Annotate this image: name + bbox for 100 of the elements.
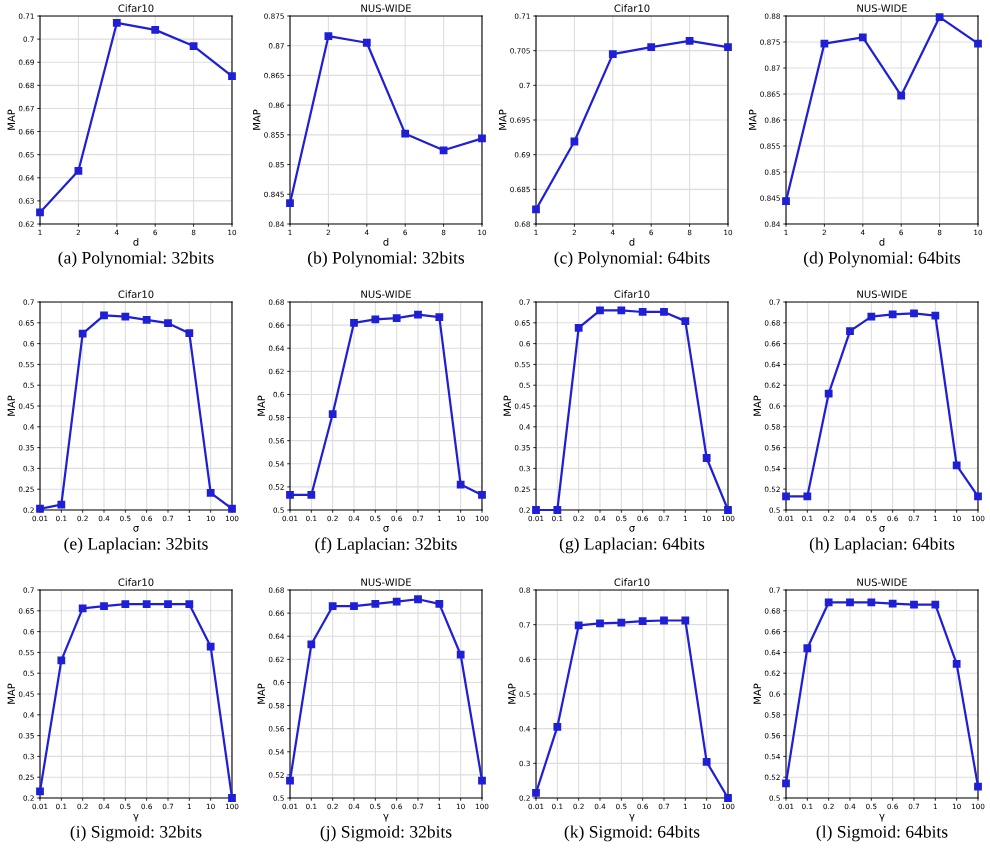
point xyxy=(952,659,961,668)
point xyxy=(142,316,151,324)
point xyxy=(782,492,790,501)
point xyxy=(824,389,833,398)
text: (k) Sigmoid: 64bits xyxy=(564,825,700,842)
point xyxy=(782,779,790,788)
point xyxy=(574,621,583,630)
point xyxy=(362,38,371,47)
text: (i) Sigmoid: 32bits xyxy=(70,825,202,842)
point xyxy=(456,480,465,489)
point xyxy=(112,19,121,27)
point xyxy=(100,311,108,320)
point xyxy=(478,776,486,785)
point xyxy=(897,91,906,100)
point xyxy=(846,598,854,607)
point xyxy=(401,129,410,138)
point xyxy=(121,312,130,321)
point xyxy=(78,329,87,338)
point xyxy=(681,317,690,326)
text: (e) Laplacian: 32bits xyxy=(64,537,208,554)
point xyxy=(185,329,194,338)
point xyxy=(596,619,604,628)
point xyxy=(121,600,130,609)
point xyxy=(142,600,151,609)
point xyxy=(617,306,626,315)
point xyxy=(617,618,626,627)
point xyxy=(414,595,422,604)
point xyxy=(371,599,380,608)
point xyxy=(228,504,236,513)
point xyxy=(553,723,562,731)
point xyxy=(414,310,422,319)
point xyxy=(100,602,108,611)
point xyxy=(328,410,337,418)
point xyxy=(307,640,316,649)
text: (l) Sigmoid: 64bits xyxy=(816,825,948,842)
point xyxy=(392,597,401,606)
point xyxy=(478,134,486,143)
point xyxy=(478,491,486,499)
point xyxy=(164,600,172,609)
point xyxy=(596,306,604,315)
point xyxy=(286,491,294,499)
point xyxy=(532,788,540,797)
point xyxy=(910,309,918,318)
point xyxy=(974,782,982,791)
point xyxy=(570,137,579,146)
point xyxy=(392,314,401,323)
point xyxy=(36,787,44,796)
point xyxy=(57,656,66,665)
point xyxy=(647,43,656,52)
text: (f) Laplacian: 32bits xyxy=(315,537,457,554)
point xyxy=(350,602,358,611)
point xyxy=(974,492,982,501)
point xyxy=(324,32,333,41)
point xyxy=(456,650,465,659)
point xyxy=(974,39,982,48)
point xyxy=(74,166,83,175)
text: (b) Polynomial: 32bits xyxy=(308,251,465,268)
point xyxy=(435,313,444,321)
point xyxy=(867,312,876,321)
point xyxy=(931,600,940,609)
point xyxy=(824,598,833,607)
point xyxy=(803,644,812,653)
point xyxy=(952,461,961,470)
point xyxy=(435,599,444,608)
point xyxy=(846,327,854,336)
point xyxy=(151,25,160,34)
point xyxy=(888,599,897,608)
point xyxy=(286,199,294,208)
text: (c) Polynomial: 64bits xyxy=(554,251,710,268)
point xyxy=(608,50,617,59)
point xyxy=(286,776,294,785)
point xyxy=(888,310,897,319)
point xyxy=(782,197,790,206)
point xyxy=(867,598,876,607)
text: (h) Laplacian: 64bits xyxy=(809,537,955,554)
text: (d) Polynomial: 64bits xyxy=(804,251,961,268)
point xyxy=(206,489,215,497)
point xyxy=(931,311,940,320)
point xyxy=(78,604,87,613)
point xyxy=(681,616,690,625)
point xyxy=(189,42,198,50)
point xyxy=(910,600,918,609)
point xyxy=(660,308,668,316)
point xyxy=(702,758,711,766)
point xyxy=(36,504,44,513)
point xyxy=(328,602,337,611)
point xyxy=(724,43,732,52)
text: (j) Sigmoid: 32bits xyxy=(320,825,452,842)
text: (g) Laplacian: 64bits xyxy=(559,537,705,554)
point xyxy=(307,491,316,499)
point xyxy=(685,37,694,45)
point xyxy=(702,454,711,462)
point xyxy=(574,323,583,332)
point xyxy=(439,146,448,155)
point xyxy=(803,492,812,501)
point xyxy=(350,318,358,327)
point xyxy=(532,205,540,214)
point xyxy=(164,319,172,328)
point xyxy=(185,600,194,609)
point xyxy=(638,617,647,626)
